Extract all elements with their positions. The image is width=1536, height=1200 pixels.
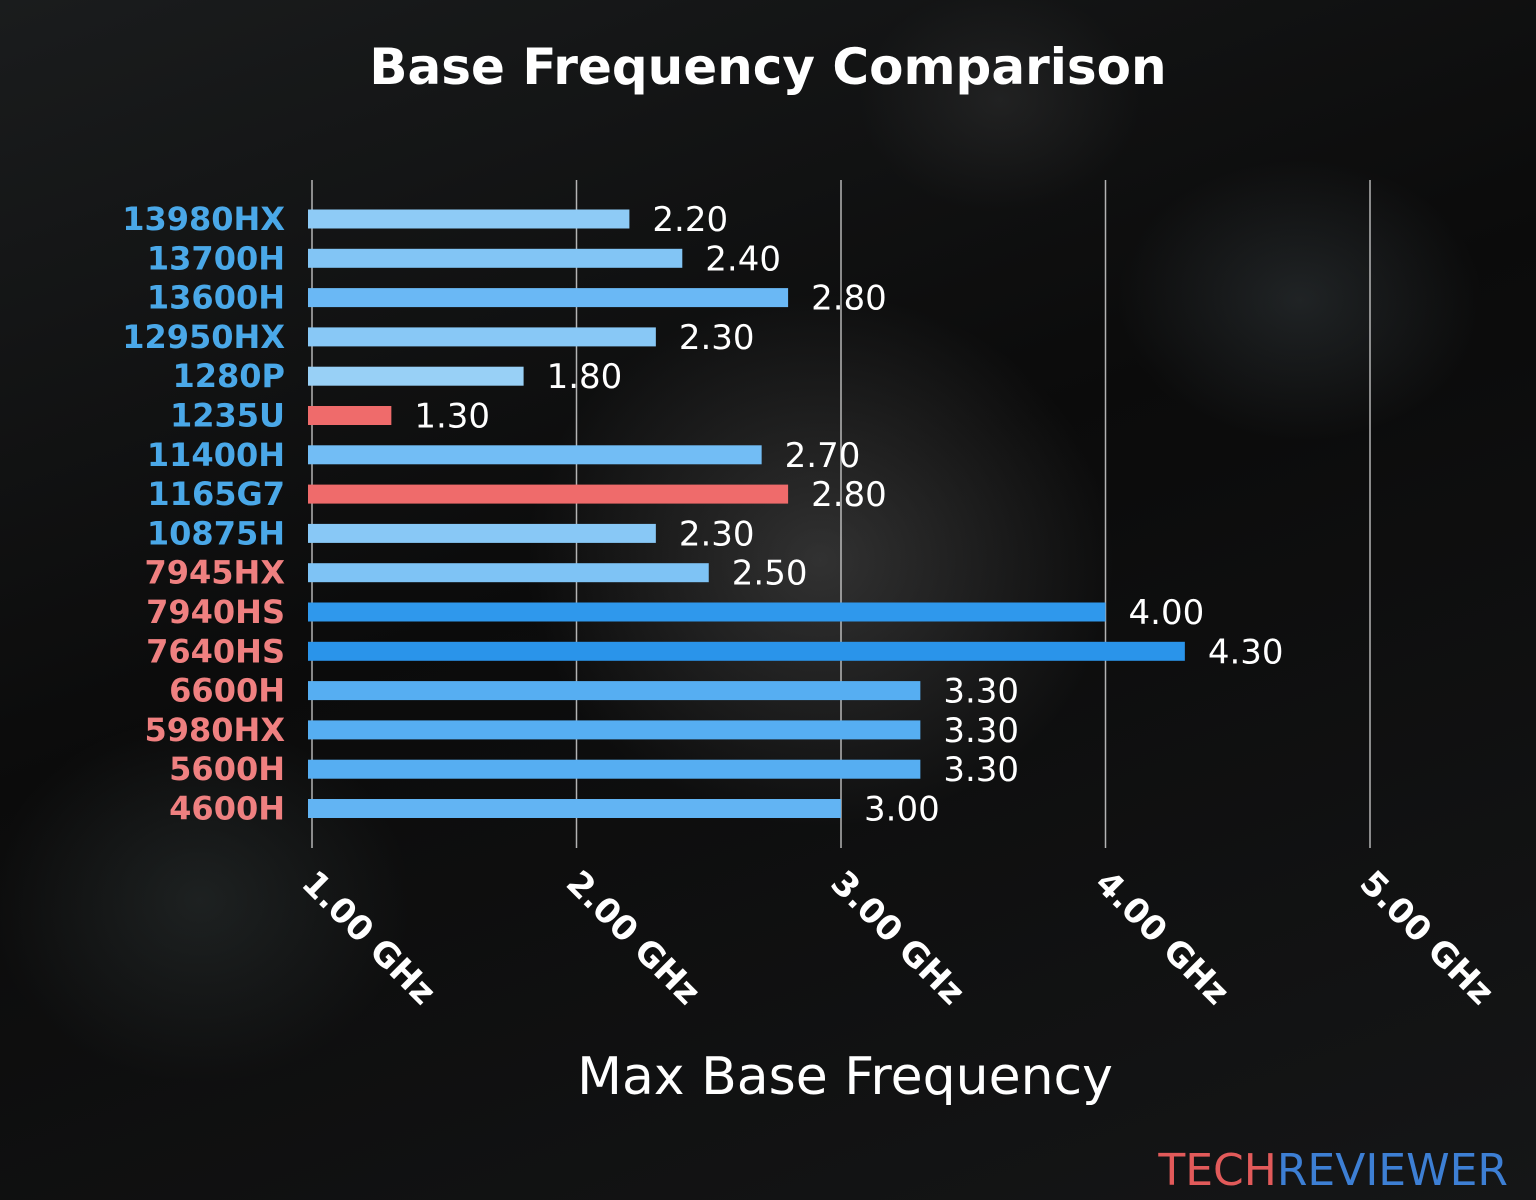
value-label: 2.80	[811, 279, 887, 319]
category-label: 10875H	[147, 514, 285, 552]
category-label: 7945HX	[144, 554, 285, 592]
category-label: 1235U	[170, 397, 285, 435]
bars	[308, 209, 1185, 818]
category-label: 6600H	[169, 672, 285, 710]
bar	[308, 641, 1185, 661]
value-label: 2.30	[679, 318, 755, 358]
x-tick-label: 3.00 GHz	[823, 863, 973, 1013]
bar	[308, 681, 921, 701]
bar	[308, 602, 1106, 622]
logo-part-reviewer: REVIEWER	[1277, 1145, 1508, 1196]
category-label: 1280P	[172, 357, 285, 395]
category-label: 7940HS	[146, 593, 285, 631]
x-axis-label: Max Base Frequency	[577, 1047, 1113, 1107]
x-tick-label: 2.00 GHz	[558, 863, 708, 1013]
bar	[308, 327, 656, 347]
bar	[308, 799, 841, 818]
value-label: 3.30	[943, 750, 1019, 790]
value-label: 2.20	[652, 200, 728, 240]
bar	[308, 484, 789, 504]
category-label: 13600H	[147, 279, 285, 317]
value-label: 2.80	[811, 475, 887, 515]
x-tick-label: 5.00 GHz	[1352, 863, 1502, 1013]
bar	[308, 445, 762, 465]
bar	[308, 720, 921, 740]
category-label: 11400H	[147, 436, 285, 474]
category-label: 7640HS	[146, 632, 285, 670]
value-label: 3.30	[943, 711, 1019, 751]
bar	[308, 406, 392, 425]
category-labels: 13980HX13700H13600H12950HX1280P1235U1140…	[122, 200, 285, 828]
chart-title: Base Frequency Comparison	[369, 38, 1166, 96]
category-label: 5980HX	[144, 711, 285, 749]
bar	[308, 248, 683, 268]
category-label: 13980HX	[122, 200, 285, 238]
category-label: 12950HX	[122, 318, 285, 356]
bar	[308, 366, 524, 386]
category-label: 1165G7	[147, 475, 285, 513]
value-label: 2.50	[732, 554, 808, 594]
value-label: 4.30	[1208, 632, 1284, 672]
bar	[308, 288, 789, 308]
value-label: 3.30	[943, 672, 1019, 712]
logo-part-tech: TECH	[1157, 1145, 1277, 1196]
value-label: 2.40	[705, 239, 781, 279]
value-labels: 2.202.402.802.301.801.302.702.802.302.50…	[414, 200, 1283, 830]
x-tick-label: 4.00 GHz	[1087, 863, 1237, 1013]
value-label: 2.30	[679, 514, 755, 554]
category-label: 13700H	[147, 239, 285, 277]
bar	[308, 563, 709, 583]
x-tick-label: 1.00 GHz	[294, 863, 444, 1013]
value-label: 1.80	[547, 357, 623, 397]
bar	[308, 209, 630, 229]
value-label: 1.30	[414, 397, 490, 437]
bar	[308, 523, 656, 543]
techreviewer-logo: TECHREVIEWER	[1157, 1145, 1508, 1196]
bar	[308, 759, 921, 779]
x-tick-labels: 1.00 GHz 2.00 GHz 3.00 GHz 4.00 GHz 5.00 GHz	[294, 863, 1502, 1013]
value-label: 2.70	[785, 436, 861, 476]
category-label: 5600H	[169, 750, 285, 788]
value-label: 3.00	[864, 790, 940, 830]
category-label: 4600H	[169, 790, 285, 828]
value-label: 4.00	[1129, 593, 1205, 633]
